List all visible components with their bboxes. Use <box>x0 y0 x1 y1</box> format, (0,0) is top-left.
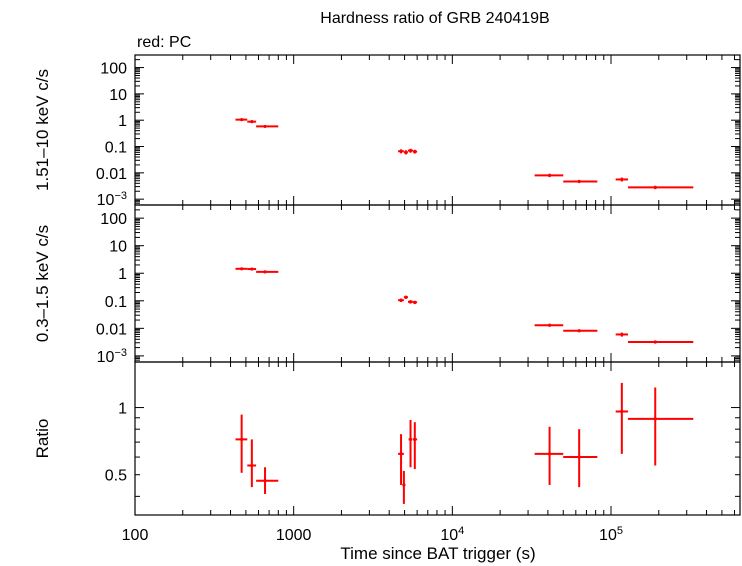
panel-soft: 100 10 1 0.1 0.01 10−3 0.3–1.5 keV c/s <box>33 204 741 366</box>
point-marker <box>263 479 267 483</box>
data-point <box>563 429 598 488</box>
y-tick-label: 0.1 <box>105 140 127 157</box>
data-point <box>247 439 257 488</box>
data-point <box>398 149 404 154</box>
point-marker <box>653 340 657 344</box>
point-marker <box>399 452 403 456</box>
data-point <box>412 422 418 470</box>
point-marker <box>250 120 254 124</box>
data-point <box>256 467 279 494</box>
x-axis-title: Time since BAT trigger (s) <box>340 544 535 563</box>
point-marker <box>620 177 624 182</box>
point-marker <box>577 329 581 333</box>
data-point <box>407 148 413 153</box>
panel-soft-frame <box>134 204 741 363</box>
panels: 100 10 1 0.1 0.01 10−3 1.51–10 keV c/s 100 10 1 0.… <box>33 54 741 516</box>
point-marker <box>263 124 267 129</box>
point-marker <box>408 300 413 304</box>
data-point <box>403 295 408 299</box>
point-marker <box>577 179 581 184</box>
panel-soft-y-axis-title: 0.3–1.5 keV c/s <box>33 225 52 342</box>
chart-subtitle: red: PC <box>137 34 191 51</box>
point-marker <box>547 323 552 327</box>
data-point <box>534 426 564 485</box>
data-point <box>534 173 564 178</box>
point-marker <box>399 149 403 153</box>
data-point <box>403 150 408 155</box>
data-point <box>407 300 413 304</box>
y-tick-label: 10 <box>109 87 127 104</box>
data-point <box>256 270 279 274</box>
panel-hard-y-axis-title: 1.51–10 keV c/s <box>33 69 52 191</box>
y-tick-label: 1 <box>118 401 127 418</box>
point-marker <box>413 150 417 154</box>
y-tick-label: 0.5 <box>105 468 127 485</box>
data-point <box>247 120 257 124</box>
point-marker <box>250 463 254 468</box>
data-point <box>628 185 694 190</box>
point-marker <box>547 452 552 456</box>
data-point <box>615 332 629 337</box>
point-marker <box>547 173 552 177</box>
y-tick-label: 0.1 <box>105 294 127 311</box>
x-tick-label: 105 <box>599 525 623 544</box>
panel-ratio: 1 0.5 Ratio <box>33 361 741 516</box>
panel-ratio-frame <box>134 361 741 516</box>
chart-title: Hardness ratio of GRB 240419B <box>320 10 549 27</box>
point-marker <box>240 437 244 441</box>
data-point <box>402 470 406 504</box>
point-marker <box>399 298 403 302</box>
data-point <box>615 382 629 454</box>
data-point <box>408 419 413 468</box>
point-marker <box>577 455 581 459</box>
point-marker <box>620 409 624 414</box>
y-tick-label: 100 <box>100 61 127 78</box>
data-point <box>628 387 694 466</box>
data-point <box>247 267 257 271</box>
point-marker <box>413 437 417 441</box>
x-tick-label: 100 <box>122 527 149 544</box>
x-tick-label: 1000 <box>276 527 312 544</box>
y-tick-label: 1 <box>118 266 127 283</box>
data-point <box>235 414 248 473</box>
point-marker <box>240 267 244 271</box>
point-marker <box>620 332 624 337</box>
panel-ratio-y-axis-title: Ratio <box>33 419 52 459</box>
data-point <box>235 267 248 271</box>
panel-hard: 100 10 1 0.1 0.01 10−3 1.51–10 keV c/s <box>33 54 741 209</box>
y-tick-label: 10−3 <box>97 347 127 366</box>
y-tick-label: 1 <box>118 113 127 130</box>
data-point <box>563 329 598 333</box>
point-marker <box>263 270 267 274</box>
point-marker <box>653 417 657 421</box>
point-marker <box>408 148 413 153</box>
point-marker <box>404 150 408 154</box>
x-axis-ticks: 100 1000 104 105 <box>122 525 623 544</box>
data-point <box>398 298 404 303</box>
panel-hard-frame <box>134 54 741 206</box>
data-point <box>628 340 694 344</box>
data-point <box>534 323 564 327</box>
y-tick-label: 10 <box>109 239 127 256</box>
x-tick-label: 104 <box>440 525 464 544</box>
data-point <box>256 124 279 129</box>
data-point <box>398 434 404 485</box>
point-marker <box>250 267 254 271</box>
point-marker <box>402 483 406 487</box>
point-marker <box>653 185 657 189</box>
point-marker <box>408 437 413 441</box>
y-tick-label: 10−3 <box>97 190 127 209</box>
data-point <box>412 149 418 154</box>
point-marker <box>404 295 408 299</box>
point-marker <box>413 300 417 304</box>
point-marker <box>240 118 244 122</box>
y-tick-label: 0.01 <box>96 321 127 338</box>
data-point <box>412 300 418 305</box>
y-tick-label: 100 <box>100 211 127 228</box>
y-tick-label: 0.01 <box>96 166 127 183</box>
data-point <box>615 177 629 182</box>
data-point <box>235 118 248 122</box>
data-point <box>563 179 598 184</box>
